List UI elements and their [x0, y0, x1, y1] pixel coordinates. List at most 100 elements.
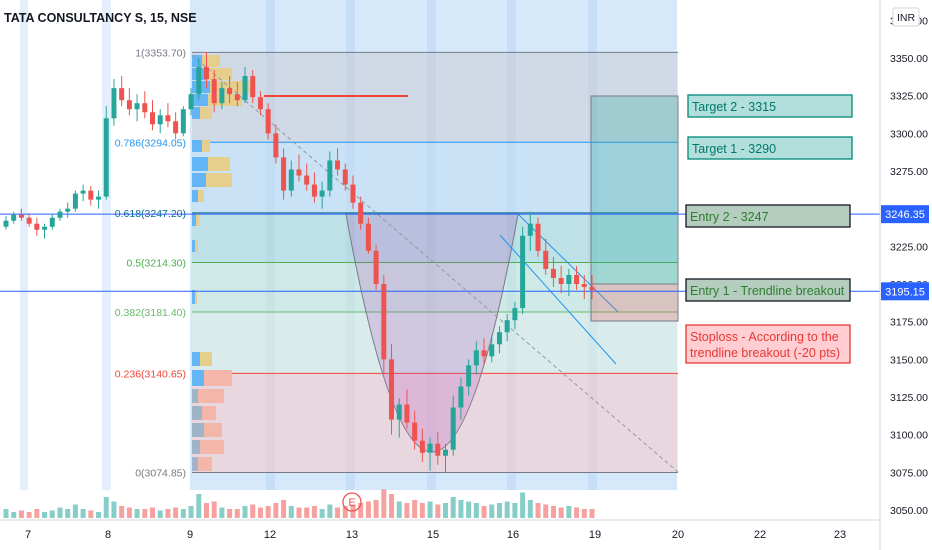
volume-bar: [142, 509, 148, 518]
candle-body: [381, 284, 387, 360]
time-tick-label: 13: [346, 529, 358, 541]
candle-body: [34, 223, 40, 230]
volume-bar: [496, 503, 502, 518]
volume-bar: [342, 506, 348, 518]
volume-bar: [296, 507, 302, 518]
fib-level-label: 0.236(3140.65): [115, 368, 186, 380]
volume-bar: [304, 507, 310, 518]
candle-body: [188, 94, 194, 110]
volume-bar: [527, 500, 533, 518]
earnings-circle-icon[interactable]: [342, 492, 362, 512]
volume-bar: [473, 503, 479, 518]
price-axis-bg[interactable]: [880, 0, 932, 550]
candle-body: [281, 157, 287, 191]
fib-trend-line[interactable]: [191, 54, 679, 473]
fib-zone: [192, 212, 678, 263]
volume-bar: [481, 506, 487, 518]
candle-body: [550, 268, 556, 278]
candle-body: [196, 67, 202, 95]
volume-bar: [72, 504, 78, 518]
volume-bar: [96, 512, 102, 518]
entry1-box[interactable]: [685, 278, 851, 302]
long-position-target[interactable]: [590, 95, 679, 285]
price-tick-label: 3100.00: [890, 430, 928, 442]
candle-body: [335, 160, 341, 170]
time-tick-label: 15: [427, 529, 439, 541]
volume-bar: [3, 509, 9, 518]
target1-box[interactable]: [687, 136, 853, 160]
session-band: [266, 0, 275, 490]
currency-badge[interactable]: INR: [892, 7, 920, 27]
candle-body: [96, 196, 102, 200]
long-position-stop[interactable]: [590, 283, 679, 322]
price-tick-label: 3175.00: [890, 317, 928, 329]
chart-title: TATA CONSULTANCY S, 15, NSE: [4, 11, 197, 25]
stoploss-box[interactable]: [685, 324, 851, 364]
drawings[interactable]: [191, 54, 679, 473]
candle-body: [389, 359, 395, 420]
candle-body: [419, 440, 425, 453]
candles: [3, 51, 595, 473]
volume-bar: [365, 501, 371, 518]
annotations[interactable]: Target 2 - 3315 Target 1 - 3290 Entry 2 …: [685, 94, 853, 364]
candle-body: [435, 443, 441, 456]
candle-body: [527, 223, 533, 236]
volume-bar: [150, 507, 155, 518]
volume-bar: [311, 506, 317, 518]
time-tick-label: 20: [672, 529, 684, 541]
channel-lower-line[interactable]: [499, 234, 617, 365]
cup-pattern-shape[interactable]: [345, 213, 519, 453]
volume-bar: [535, 503, 541, 518]
volume-bar: [589, 509, 595, 518]
candle-body: [404, 404, 410, 423]
volume-bar: [203, 503, 209, 518]
price-tag[interactable]: [881, 282, 929, 301]
candle-body: [134, 103, 140, 110]
candle-body: [227, 88, 233, 95]
volume-bar: [219, 507, 225, 518]
candle-body: [11, 214, 17, 221]
time-axis[interactable]: 7 8 9 12 13 15 16 19 20 22 23: [25, 529, 846, 541]
fib-level-label: 0.382(3181.40): [115, 307, 186, 319]
stoploss-label-line2: trendline breakout (-20 pts): [690, 346, 840, 360]
candle-body: [481, 350, 487, 357]
earnings-marker[interactable]: E: [342, 492, 362, 512]
fibonacci-retracement[interactable]: 1(3353.70)0.786(3294.05)0.618(3247.20)0.…: [115, 47, 678, 480]
candle-body: [80, 190, 86, 194]
candle-body: [203, 67, 209, 80]
volume-bar: [265, 506, 271, 518]
price-tick-label: 3125.00: [890, 392, 928, 404]
volume-bar: [57, 507, 63, 518]
candle-body: [296, 169, 302, 176]
candle-body: [57, 211, 63, 218]
target1-label: Target 1 - 3290: [692, 142, 776, 156]
candle-body: [365, 223, 371, 251]
volume-bar: [234, 509, 240, 518]
volume-bar: [558, 507, 564, 518]
time-tick-label: 8: [105, 529, 111, 541]
entry2-box[interactable]: [685, 204, 851, 228]
volume-bar: [381, 489, 387, 518]
candle-body: [119, 88, 125, 101]
price-tick-label: 3075.00: [890, 467, 928, 479]
volume-bar: [450, 497, 456, 518]
candle-body: [450, 407, 456, 450]
candle-body: [273, 133, 279, 158]
candle-body: [157, 115, 163, 125]
candle-body: [574, 274, 580, 284]
time-tick-label: 12: [264, 529, 276, 541]
target2-box[interactable]: [687, 94, 853, 118]
candle-body: [473, 350, 479, 366]
target2-label: Target 2 - 3315: [692, 100, 776, 114]
candle-body: [304, 175, 310, 185]
candle-body: [443, 449, 448, 456]
candle-body: [311, 184, 317, 197]
price-tag[interactable]: [881, 205, 929, 224]
candle-body: [180, 109, 186, 134]
volume-bar: [157, 510, 163, 518]
volume-bar: [18, 510, 24, 518]
candle-body: [72, 193, 78, 209]
currency-label: INR: [897, 12, 916, 24]
channel-upper-line[interactable]: [517, 213, 619, 313]
